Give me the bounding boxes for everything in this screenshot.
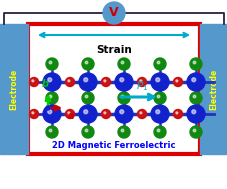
Text: Electrode: Electrode [10, 68, 18, 110]
Circle shape [189, 92, 201, 104]
Circle shape [82, 58, 94, 70]
Circle shape [175, 80, 177, 82]
Circle shape [156, 129, 159, 132]
Circle shape [139, 112, 141, 114]
Circle shape [189, 126, 201, 138]
Circle shape [68, 80, 69, 82]
Circle shape [189, 58, 201, 70]
Circle shape [173, 109, 182, 119]
Text: b: b [41, 79, 48, 89]
Circle shape [150, 73, 168, 91]
Text: $P_1$: $P_1$ [135, 79, 148, 93]
Circle shape [29, 77, 38, 87]
Circle shape [186, 73, 204, 91]
Circle shape [82, 126, 94, 138]
Circle shape [118, 126, 129, 138]
Circle shape [139, 80, 141, 82]
Circle shape [46, 106, 50, 110]
Circle shape [114, 105, 132, 123]
Text: V: V [109, 6, 118, 19]
Circle shape [155, 110, 159, 114]
Bar [28, 24, 199, 154]
Circle shape [79, 105, 96, 123]
Circle shape [32, 112, 34, 114]
Circle shape [68, 112, 69, 114]
Circle shape [101, 109, 110, 119]
Text: 2D Magnetic Ferroelectric: 2D Magnetic Ferroelectric [52, 142, 175, 150]
Circle shape [153, 58, 165, 70]
Circle shape [43, 73, 61, 91]
Circle shape [46, 126, 58, 138]
Circle shape [119, 78, 123, 82]
Circle shape [121, 129, 123, 132]
Circle shape [101, 77, 110, 87]
Circle shape [118, 92, 129, 104]
Circle shape [65, 77, 74, 87]
Circle shape [46, 58, 58, 70]
Circle shape [104, 80, 105, 82]
Circle shape [156, 61, 159, 64]
Circle shape [191, 78, 195, 82]
Circle shape [46, 92, 58, 104]
Circle shape [48, 110, 52, 114]
Bar [0, 24, 28, 154]
Circle shape [85, 95, 87, 98]
Text: Strain: Strain [96, 45, 131, 55]
Circle shape [191, 110, 195, 114]
Circle shape [121, 61, 123, 64]
Text: Electrode: Electrode [209, 68, 217, 110]
Circle shape [83, 78, 87, 82]
Circle shape [137, 77, 146, 87]
Circle shape [192, 95, 195, 98]
Circle shape [186, 105, 204, 123]
Circle shape [49, 61, 52, 64]
Circle shape [153, 92, 165, 104]
Circle shape [119, 110, 123, 114]
Circle shape [32, 80, 34, 82]
Circle shape [175, 112, 177, 114]
Circle shape [82, 92, 94, 104]
Circle shape [43, 105, 61, 123]
Circle shape [79, 73, 96, 91]
Text: a: a [68, 111, 74, 121]
Circle shape [121, 95, 123, 98]
Circle shape [83, 110, 87, 114]
Circle shape [155, 78, 159, 82]
Circle shape [49, 95, 52, 98]
Circle shape [85, 129, 87, 132]
Circle shape [103, 2, 124, 24]
Circle shape [48, 78, 52, 82]
Circle shape [118, 58, 129, 70]
Circle shape [150, 105, 168, 123]
Circle shape [156, 95, 159, 98]
Bar [30, 26, 197, 152]
Circle shape [192, 61, 195, 64]
Circle shape [85, 61, 87, 64]
Circle shape [104, 112, 105, 114]
Circle shape [29, 109, 38, 119]
Circle shape [65, 109, 74, 119]
Bar [199, 24, 227, 154]
Circle shape [49, 129, 52, 132]
Circle shape [153, 126, 165, 138]
Circle shape [192, 129, 195, 132]
Circle shape [173, 77, 182, 87]
Circle shape [114, 73, 132, 91]
Circle shape [137, 109, 146, 119]
